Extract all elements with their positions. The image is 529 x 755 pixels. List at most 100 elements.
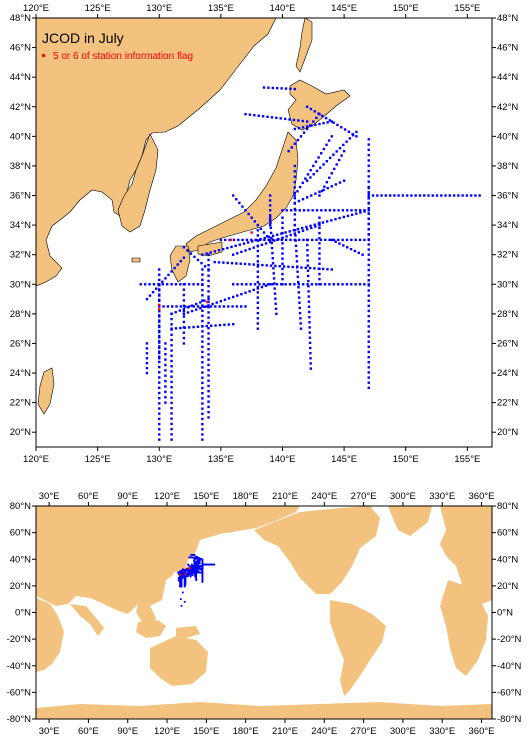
station-marker <box>309 107 313 111</box>
station-marker <box>213 250 217 253</box>
station-marker <box>182 246 186 249</box>
station-marker <box>338 216 341 220</box>
station-marker <box>274 297 277 300</box>
station-marker <box>278 264 281 268</box>
station-marker <box>312 164 315 168</box>
station-marker <box>201 381 204 385</box>
station-marker <box>207 305 210 309</box>
station-marker <box>182 574 185 576</box>
station-marker <box>170 349 173 352</box>
station-marker <box>164 342 167 345</box>
lon-tick-label: 270°E <box>351 491 377 502</box>
flagged-station-marker <box>158 303 161 307</box>
lat-tick-label: -60°N <box>497 687 522 698</box>
station-marker <box>309 346 312 350</box>
station-marker <box>299 327 303 330</box>
station-marker <box>244 305 247 308</box>
station-marker <box>170 305 174 308</box>
station-marker <box>192 325 195 329</box>
station-marker <box>231 194 235 197</box>
station-marker <box>321 267 325 271</box>
station-marker <box>313 110 316 113</box>
station-marker <box>207 300 210 304</box>
station-marker <box>170 438 173 441</box>
station-marker <box>201 345 204 349</box>
station-marker <box>330 268 333 271</box>
station-marker <box>332 121 335 124</box>
station-marker <box>187 571 189 574</box>
station-marker <box>189 571 192 574</box>
lat-tick-label: 0°N <box>497 608 513 619</box>
lat-tick-label: 20°N <box>497 427 518 438</box>
station-marker <box>197 570 200 573</box>
station-marker <box>341 209 345 212</box>
station-marker <box>207 326 210 330</box>
station-marker <box>194 573 196 576</box>
lat-tick-label: 26°N <box>10 338 31 349</box>
station-marker <box>196 258 200 262</box>
station-marker <box>179 326 182 330</box>
station-marker <box>309 357 312 360</box>
station-marker <box>367 209 370 212</box>
station-marker <box>185 567 188 570</box>
station-marker <box>248 290 251 293</box>
station-marker <box>284 283 287 286</box>
station-marker <box>199 301 202 304</box>
station-marker <box>212 563 215 566</box>
station-marker <box>182 315 186 318</box>
station-marker <box>322 163 325 166</box>
station-marker <box>183 575 186 578</box>
station-marker <box>269 264 273 267</box>
station-marker <box>367 299 370 302</box>
station-marker <box>158 433 161 436</box>
station-marker <box>218 323 222 327</box>
station-marker <box>200 565 203 567</box>
station-marker <box>367 243 370 246</box>
station-marker <box>205 563 208 566</box>
station-marker <box>358 238 362 242</box>
station-marker <box>189 568 192 571</box>
station-marker <box>269 221 272 224</box>
station-marker <box>350 283 353 286</box>
station-marker <box>158 345 161 348</box>
station-marker <box>328 156 332 160</box>
lat-tick-label: 40°N <box>10 554 31 565</box>
station-marker <box>301 283 305 286</box>
station-marker <box>311 238 314 242</box>
station-marker <box>310 124 313 127</box>
station-marker <box>457 194 460 197</box>
station-marker <box>313 267 316 270</box>
station-marker <box>273 292 277 295</box>
station-marker <box>318 267 321 271</box>
lat-tick-label: 32°N <box>497 250 518 261</box>
station-marker <box>305 120 309 123</box>
station-marker <box>269 226 273 230</box>
station-marker <box>295 249 298 253</box>
station-marker <box>327 139 331 142</box>
lat-tick-label: 36°N <box>10 191 31 202</box>
station-marker <box>164 396 167 399</box>
station-marker <box>214 305 217 308</box>
station-marker <box>235 198 238 201</box>
lat-tick-label: 44°N <box>10 72 31 83</box>
station-marker <box>264 284 268 287</box>
station-marker <box>289 209 293 212</box>
lon-tick-label: 30°E <box>39 726 60 737</box>
station-marker <box>357 251 360 255</box>
regional-station-layer <box>139 86 481 441</box>
station-marker <box>201 573 204 576</box>
station-marker <box>269 231 273 235</box>
station-marker <box>367 248 370 251</box>
station-marker <box>345 238 349 242</box>
station-marker <box>363 209 366 212</box>
station-marker <box>174 311 177 314</box>
station-marker <box>342 179 346 182</box>
station-marker <box>325 220 329 223</box>
station-marker <box>164 347 167 351</box>
north-america <box>254 506 380 594</box>
lon-tick-label: 270°E <box>351 726 377 737</box>
lat-tick-label: 48°N <box>10 13 31 24</box>
lat-tick-label: 46°N <box>497 43 518 54</box>
station-marker <box>431 194 434 197</box>
station-marker <box>207 342 210 346</box>
